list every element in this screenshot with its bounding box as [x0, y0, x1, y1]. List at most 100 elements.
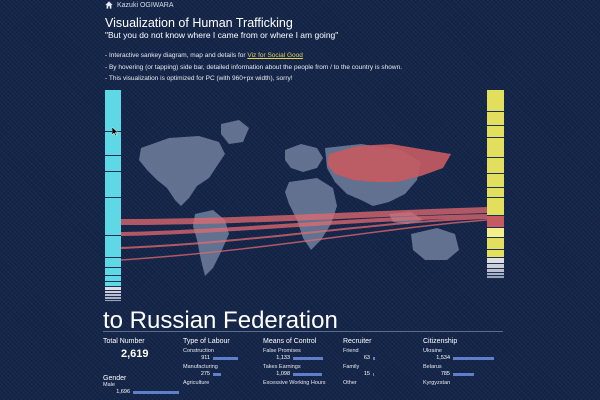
- country-segment[interactable]: [487, 188, 504, 198]
- country-segment[interactable]: [487, 238, 504, 250]
- country-segment[interactable]: [105, 132, 121, 156]
- country-segment[interactable]: [105, 268, 121, 276]
- greenland-shape: [221, 120, 249, 144]
- detail-row-label: Family: [343, 364, 360, 370]
- russia-highlight: [327, 144, 451, 182]
- detail-row-label: Friend: [343, 348, 359, 354]
- country-segment[interactable]: [105, 294, 121, 297]
- country-segment[interactable]: [487, 273, 504, 276]
- viz-for-social-good-link[interactable]: Viz for Social Good: [247, 52, 303, 59]
- description-item: - By hovering (or tapping) side bar, det…: [105, 63, 403, 71]
- citizenship-panel: Citizenship Ukraine 1,534 Belarus 785 Kyrgyz…: [423, 338, 495, 396]
- divider: [103, 331, 503, 332]
- mouse-cursor-icon: [112, 127, 118, 136]
- detail-row-bar: [373, 372, 374, 376]
- country-segment[interactable]: [487, 250, 504, 258]
- detail-row-bar: [293, 356, 324, 360]
- flow-belarus: [121, 214, 487, 236]
- europe-shape: [285, 144, 323, 172]
- detail-row-bar: [213, 356, 238, 360]
- gender-panel: Gender Male 1,696: [103, 375, 179, 398]
- country-segment[interactable]: [105, 236, 121, 258]
- flow-other: [121, 219, 487, 261]
- country-segment[interactable]: [105, 300, 121, 302]
- author-bar[interactable]: Kazuki OGIWARA: [105, 0, 174, 10]
- country-segment[interactable]: [105, 156, 121, 172]
- country-segment[interactable]: [487, 258, 504, 264]
- description-item: - Interactive sankey diagram, map and de…: [105, 50, 402, 62]
- country-segment[interactable]: [487, 138, 504, 158]
- country-segment[interactable]: [105, 258, 121, 268]
- detail-row-bar: [373, 356, 376, 360]
- detail-row-value: 1,098: [276, 371, 290, 377]
- total-number-value: 2,619: [121, 348, 149, 360]
- home-icon: [105, 1, 113, 9]
- detail-row-bar: [213, 372, 221, 376]
- recruiter-panel: Recruiter Friend 63 Family 15 Other: [343, 338, 376, 396]
- detail-row: Belarus 785: [423, 364, 494, 380]
- country-segment[interactable]: [105, 282, 121, 287]
- detail-row: Construction 911: [183, 348, 238, 364]
- country-segment[interactable]: [487, 269, 504, 273]
- country-segment[interactable]: [105, 291, 121, 294]
- detail-row-label: Belarus: [423, 364, 442, 370]
- means-of-control-label: Means of Control: [263, 338, 317, 345]
- country-segment[interactable]: [487, 90, 504, 112]
- north-america-shape: [139, 136, 225, 206]
- country-title: to Russian Federation: [103, 307, 338, 334]
- destination-country-bar[interactable]: [487, 90, 504, 279]
- recruiter-rows: Friend 63 Family 15 Other: [343, 348, 376, 396]
- detail-row-label: Kyrgyzstan: [423, 380, 451, 386]
- detail-row: Friend 63: [343, 348, 376, 364]
- recruiter-label: Recruiter: [343, 338, 372, 345]
- origin-country-bar[interactable]: [105, 90, 121, 302]
- detail-row-value: 1,133: [276, 355, 290, 361]
- country-segment[interactable]: [105, 198, 121, 236]
- country-segment[interactable]: [487, 112, 504, 126]
- south-america-shape: [193, 210, 229, 276]
- means-of-control-panel: Means of Control False Promises 1,133 Take…: [263, 338, 326, 396]
- detail-row-label: Agriculture: [183, 380, 210, 386]
- detail-row-label: Construction: [183, 348, 214, 354]
- flow-kyrgyzstan: [121, 217, 487, 249]
- detail-row-label: False Promises: [263, 348, 301, 354]
- detail-row: Other: [343, 380, 375, 396]
- detail-row: Manufacturing 275: [183, 364, 238, 380]
- detail-row-bar: [133, 390, 179, 394]
- detail-row-value: 1,696: [116, 389, 130, 395]
- country-segment[interactable]: [487, 228, 504, 238]
- type-of-labour-rows: Construction 911 Manufacturing 275 Agricultu…: [183, 348, 238, 396]
- country-segment[interactable]: [487, 216, 504, 228]
- country-segment[interactable]: [105, 90, 121, 132]
- country-segment[interactable]: [487, 264, 504, 269]
- detail-row: Kyrgyzstan: [423, 380, 494, 396]
- country-segment[interactable]: [105, 297, 121, 300]
- country-segment[interactable]: [487, 158, 504, 174]
- detail-row-label: Other: [343, 380, 357, 386]
- country-segment[interactable]: [487, 276, 504, 279]
- australia-shape: [411, 228, 459, 260]
- detail-row-bar: [453, 372, 474, 376]
- citizenship-rows: Ukraine 1,534 Belarus 785 Kyrgyzstan: [423, 348, 495, 396]
- detail-row-value: 785: [440, 371, 450, 377]
- author-name[interactable]: Kazuki OGIWARA: [117, 1, 174, 9]
- detail-row: Agriculture: [183, 380, 238, 396]
- means-of-control-rows: False Promises 1,133 Takes Earnings 1,098 Ex…: [263, 348, 326, 396]
- description-item: - This visualization is optimized for PC…: [105, 75, 293, 82]
- detail-row-value: 1,534: [436, 355, 450, 361]
- country-segment[interactable]: [105, 287, 121, 291]
- country-segment[interactable]: [105, 172, 121, 198]
- total-number-panel: Total Number 2,619: [103, 338, 149, 360]
- detail-row: Excessive Working Hours: [263, 380, 326, 396]
- country-segment[interactable]: [105, 276, 121, 282]
- detail-row-bar: [453, 356, 495, 360]
- country-segment[interactable]: [487, 198, 504, 216]
- gender-label: Gender: [103, 375, 127, 382]
- gender-rows: Male 1,696: [103, 382, 179, 398]
- country-segment[interactable]: [487, 174, 504, 188]
- country-segment[interactable]: [487, 126, 504, 138]
- world-map: [121, 120, 487, 276]
- description-text: - Interactive sankey diagram, map and de…: [105, 52, 248, 59]
- detail-row: False Promises 1,133: [263, 348, 326, 364]
- detail-row: Takes Earnings 1,098: [263, 364, 326, 380]
